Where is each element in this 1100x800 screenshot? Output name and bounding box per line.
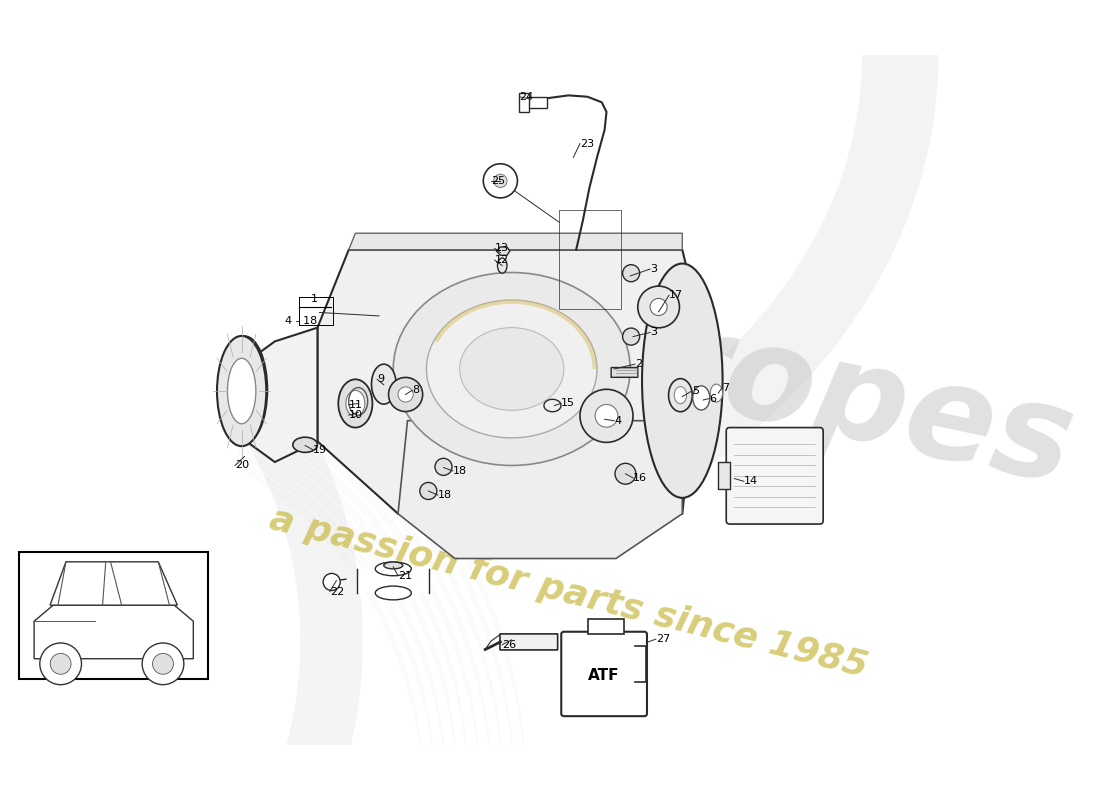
Text: 10: 10: [349, 410, 363, 420]
Text: 15: 15: [561, 398, 575, 409]
Text: 27: 27: [656, 634, 670, 644]
Ellipse shape: [693, 386, 710, 410]
Circle shape: [483, 164, 517, 198]
Bar: [526, 97, 547, 108]
Text: 6: 6: [708, 394, 716, 404]
Text: 3: 3: [650, 264, 657, 274]
Circle shape: [40, 643, 81, 685]
Ellipse shape: [339, 379, 373, 427]
Ellipse shape: [293, 438, 318, 452]
Text: 5: 5: [692, 386, 698, 396]
Text: 23: 23: [580, 138, 594, 149]
Text: 18: 18: [438, 490, 452, 500]
Text: ATF: ATF: [588, 668, 620, 683]
Circle shape: [494, 174, 507, 187]
Ellipse shape: [384, 562, 403, 569]
Bar: [718, 462, 729, 490]
Ellipse shape: [460, 328, 564, 410]
Text: 13: 13: [495, 243, 508, 254]
Circle shape: [323, 574, 340, 590]
Ellipse shape: [497, 258, 507, 273]
Text: 4 - 18: 4 - 18: [285, 316, 318, 326]
Ellipse shape: [642, 263, 723, 498]
Bar: [588, 619, 625, 634]
Text: 4: 4: [614, 416, 622, 426]
Polygon shape: [398, 421, 682, 558]
Polygon shape: [50, 562, 177, 605]
Ellipse shape: [222, 336, 267, 443]
Circle shape: [638, 286, 680, 328]
Polygon shape: [496, 247, 509, 255]
Text: 12: 12: [495, 255, 509, 265]
Ellipse shape: [711, 384, 723, 402]
Text: 18: 18: [453, 466, 468, 476]
FancyBboxPatch shape: [499, 634, 558, 650]
FancyBboxPatch shape: [561, 632, 647, 716]
Text: 24: 24: [519, 92, 534, 102]
Text: 19: 19: [312, 445, 327, 454]
Text: 21: 21: [398, 570, 412, 581]
Polygon shape: [318, 250, 702, 514]
FancyBboxPatch shape: [612, 367, 638, 378]
Circle shape: [650, 298, 667, 315]
Text: 3: 3: [650, 327, 657, 338]
Text: 7: 7: [722, 382, 729, 393]
Text: 22: 22: [330, 586, 344, 597]
Ellipse shape: [427, 300, 597, 438]
Bar: [519, 93, 529, 112]
Circle shape: [434, 458, 452, 475]
Text: europes: europes: [470, 262, 1085, 511]
Circle shape: [398, 387, 414, 402]
Circle shape: [153, 654, 174, 674]
Text: 2: 2: [635, 359, 642, 369]
Text: 25: 25: [491, 176, 505, 186]
Text: 14: 14: [744, 476, 758, 486]
Ellipse shape: [394, 273, 630, 466]
Polygon shape: [34, 605, 194, 658]
Circle shape: [615, 463, 636, 484]
Ellipse shape: [372, 364, 396, 404]
Text: 26: 26: [503, 640, 516, 650]
Circle shape: [388, 378, 422, 411]
Circle shape: [51, 654, 72, 674]
Text: a passion for parts since 1985: a passion for parts since 1985: [266, 502, 871, 684]
Text: 16: 16: [632, 473, 647, 483]
Ellipse shape: [228, 358, 256, 424]
Bar: [358, 569, 429, 593]
Ellipse shape: [375, 562, 411, 576]
Circle shape: [595, 405, 618, 427]
Text: 20: 20: [235, 461, 249, 470]
Circle shape: [420, 482, 437, 499]
Bar: [19, 552, 209, 679]
Ellipse shape: [375, 586, 411, 600]
Circle shape: [580, 390, 632, 442]
Text: 17: 17: [669, 290, 683, 300]
Circle shape: [142, 643, 184, 685]
Ellipse shape: [345, 390, 365, 417]
Polygon shape: [242, 328, 318, 462]
Circle shape: [623, 328, 640, 345]
Text: 9: 9: [377, 374, 384, 384]
Circle shape: [623, 265, 640, 282]
Ellipse shape: [217, 336, 266, 446]
Text: 11: 11: [349, 400, 363, 410]
Text: 8: 8: [412, 386, 419, 395]
Ellipse shape: [674, 386, 686, 404]
Text: 1: 1: [310, 294, 318, 304]
Ellipse shape: [669, 378, 692, 412]
Polygon shape: [349, 234, 682, 250]
FancyBboxPatch shape: [726, 427, 823, 524]
